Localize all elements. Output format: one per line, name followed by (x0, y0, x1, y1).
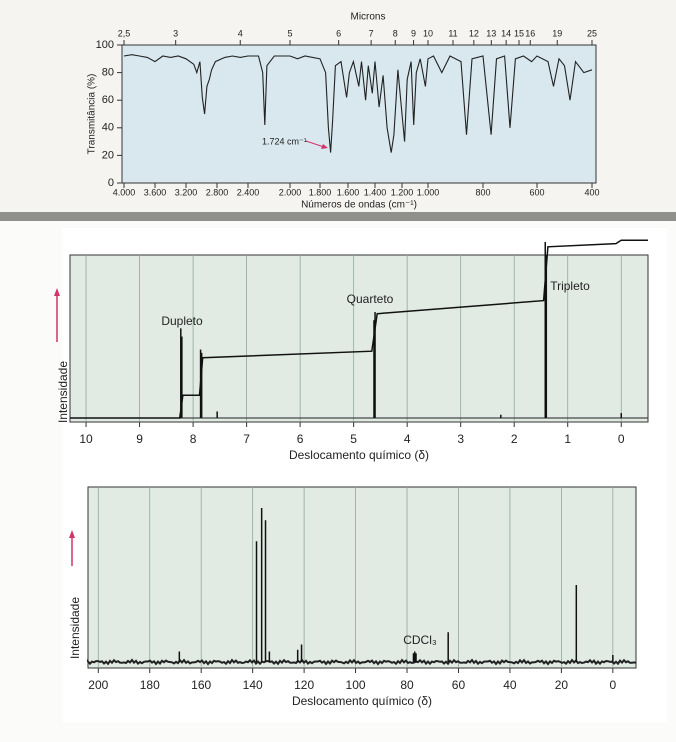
plot-area (69, 254, 649, 423)
peak-annotation: Quarteto (347, 292, 394, 306)
x-tick-label: 2 (511, 432, 518, 446)
plot-area (87, 486, 637, 669)
x-tick-label: 80 (400, 678, 414, 692)
x-tick-label: 7 (243, 432, 250, 446)
x-tick-label: 1.600 (337, 187, 360, 197)
baseline-noise (87, 658, 637, 666)
x2-tick-label: 3 (173, 28, 178, 38)
x2-axis-label: Microns (350, 12, 385, 23)
x-tick-label: 40 (503, 678, 517, 692)
annotation-arrowhead (321, 144, 328, 149)
x2-tick-label: 25 (587, 28, 597, 38)
x-tick-label: 8 (190, 432, 197, 446)
x-tick-label: 180 (140, 678, 160, 692)
x-tick-label: 2.800 (206, 187, 229, 197)
x-tick-label: 1.000 (417, 187, 440, 197)
x-tick-label: 10 (79, 432, 93, 446)
annotation: 1.724 cm⁻¹ (262, 136, 307, 146)
x-tick-label: 120 (294, 678, 314, 692)
x-tick-label: 1.200 (391, 187, 414, 197)
y-axis-label: Intensidade (56, 361, 70, 423)
peak-annotation: Tripleto (550, 279, 590, 293)
x-tick-label: 4 (404, 432, 411, 446)
x-axis-label: Números de ondas (cm⁻¹) (301, 200, 417, 211)
x-tick-label: 100 (346, 678, 366, 692)
x-tick-label: 400 (584, 187, 599, 197)
annotation-arrow (305, 140, 325, 148)
x2-tick-label: 9 (411, 28, 416, 38)
x-tick-label: 3.600 (144, 187, 167, 197)
y-tick-label: 60 (102, 94, 114, 106)
x2-tick-label: 15 (514, 28, 524, 38)
x2-tick-label: 10 (423, 28, 433, 38)
y-tick-label: 0 (108, 177, 114, 189)
x2-tick-label: 16 (525, 28, 535, 38)
x-tick-label: 200 (88, 678, 108, 692)
spectrum-line (123, 54, 593, 153)
x2-tick-label: 6 (336, 28, 341, 38)
x-tick-label: 20 (555, 678, 569, 692)
x-tick-label: 1.800 (309, 187, 332, 197)
x-tick-label: 140 (243, 678, 263, 692)
y-axis-label: Intensidade (68, 597, 82, 659)
x-tick-label: 800 (475, 187, 490, 197)
y-tick-label: 20 (102, 149, 114, 161)
x-tick-label: 4.000 (113, 187, 136, 197)
x-tick-label: 0 (618, 432, 625, 446)
x-tick-label: 0 (610, 678, 617, 692)
x-tick-label: 60 (452, 678, 466, 692)
x-tick-label: 3 (457, 432, 464, 446)
x-tick-label: 160 (191, 678, 211, 692)
x-axis-label: Deslocamento químico (δ) (289, 448, 429, 462)
x-tick-label: 6 (297, 432, 304, 446)
x2-tick-label: 13 (486, 28, 496, 38)
x-tick-label: 5 (350, 432, 357, 446)
x2-tick-label: 12 (469, 28, 479, 38)
x2-tick-label: 7 (369, 28, 374, 38)
y-tick-label: 40 (102, 122, 114, 134)
integral-curve (70, 239, 648, 419)
x2-tick-label: 2,5 (118, 28, 131, 38)
x-tick-label: 3.200 (175, 187, 198, 197)
x-tick-label: 2.400 (237, 187, 260, 197)
x2-tick-label: 8 (393, 28, 398, 38)
y-axis-arrowhead (69, 530, 75, 538)
page-edge (0, 212, 676, 221)
y-axis-arrowhead (54, 288, 60, 296)
peak-annotation: Dupleto (161, 314, 203, 328)
y-tick-label: 80 (102, 67, 114, 79)
y-tick-label: 100 (96, 39, 114, 51)
plot-area (121, 44, 597, 184)
x2-tick-label: 5 (287, 28, 292, 38)
x-tick-label: 1.400 (364, 187, 387, 197)
peak-annotation: CDCl₃ (403, 633, 437, 647)
x2-tick-label: 14 (501, 28, 511, 38)
x-tick-label: 9 (136, 432, 143, 446)
x-tick-label: 2.000 (279, 187, 302, 197)
x-tick-label: 1 (564, 432, 571, 446)
x2-tick-label: 4 (238, 28, 243, 38)
y-axis-label: Transmitância (%) (87, 74, 98, 155)
x2-tick-label: 11 (448, 28, 457, 38)
x-tick-label: 600 (529, 187, 544, 197)
x-axis-label: Deslocamento químico (δ) (292, 694, 432, 708)
x2-tick-label: 19 (552, 28, 562, 38)
